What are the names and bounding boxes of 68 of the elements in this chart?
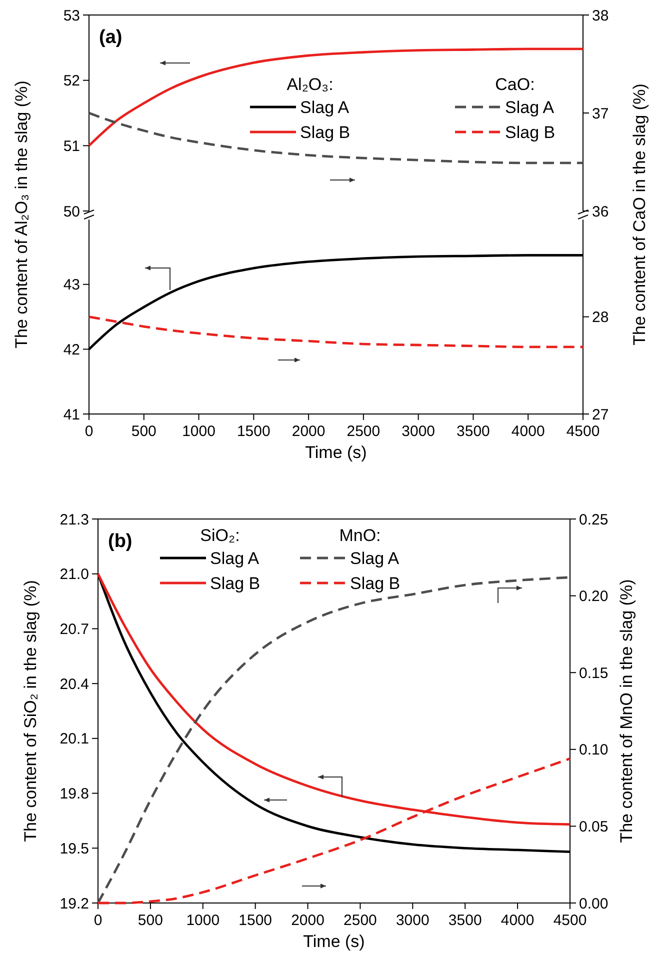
y-tick-label: 20.4 (60, 676, 89, 693)
y2-tick-label: 27 (592, 406, 609, 424)
y-tick-label: 52 (63, 72, 80, 90)
x-tick-label: 3500 (448, 912, 482, 929)
y-tick-label: 21.3 (60, 511, 89, 528)
legend-label: Slag A (505, 98, 555, 117)
x-tick-label: 0 (94, 912, 102, 929)
x-tick-label: 1500 (238, 912, 272, 929)
x-tick-label: 3500 (456, 423, 490, 440)
x-tick-label: 1000 (182, 423, 216, 440)
x-tick-label: 2500 (346, 423, 380, 440)
y2-axis-title: The content of MnO in the slag (%) (617, 579, 636, 843)
y2-tick-label: 0.05 (579, 818, 608, 836)
x-axis-title: Time (s) (305, 443, 367, 462)
y-tick-label: 19.8 (60, 786, 89, 803)
line-series (88, 316, 584, 348)
y-tick-label: 53 (63, 7, 80, 24)
x-tick-label: 2500 (344, 912, 377, 929)
y2-tick-label: 0.15 (579, 664, 608, 682)
y2-tick-label: 0.00 (579, 895, 608, 912)
y-tick-label: 42 (63, 341, 80, 358)
x-axis-title: Time (s) (303, 932, 365, 951)
y2-axis-title: The content of CaO in the slag (%) (630, 84, 649, 346)
y2-tick-label: 37 (592, 105, 609, 122)
y2-tick-label: 36 (592, 203, 609, 220)
legend-label: Slag B (505, 122, 556, 142)
legend-label: Slag A (350, 548, 400, 568)
y-tick-label: 51 (63, 138, 80, 155)
x-tick-label: 2000 (291, 912, 324, 929)
x-tick-label: 500 (138, 912, 163, 929)
x-tick-label: 4500 (553, 912, 587, 929)
x-tick-label: 1000 (186, 912, 220, 929)
annotation: MnO: (339, 526, 381, 545)
y-tick-label: 41 (63, 406, 80, 424)
x-tick-label: 1500 (236, 423, 270, 440)
x-tick-label: 3000 (396, 912, 430, 929)
annotation: SiO₂: (200, 526, 240, 545)
legend-label: Slag A (210, 548, 260, 568)
annotation: Al₂O₃: (286, 75, 334, 94)
y-axis-title: The content of Al₂O₃ in the slag (%) (12, 80, 31, 348)
x-tick-label: 3000 (402, 423, 436, 440)
y-axis-title: The content of SiO₂ in the slag (%) (21, 580, 40, 842)
y-tick-label: 19.5 (60, 840, 89, 858)
y2-tick-label: 0.10 (579, 742, 608, 759)
y-tick-label: 50 (63, 203, 80, 220)
line-series (88, 48, 584, 147)
y2-tick-label: 0.25 (579, 511, 608, 528)
legend-label: Slag B (350, 574, 400, 593)
x-tick-label: 0 (84, 423, 94, 440)
y2-tick-label: 0.20 (579, 588, 608, 606)
legend-label: Slag B (210, 574, 260, 593)
x-tick-label: 4000 (500, 912, 534, 929)
y-tick-label: 21.0 (60, 566, 89, 584)
y2-tick-label: 28 (592, 309, 609, 326)
y-tick-label: 19.2 (60, 895, 89, 912)
x-tick-label: 4000 (511, 423, 545, 440)
annotation: CaO: (495, 75, 535, 94)
y-tick-label: 20.1 (60, 730, 89, 748)
x-tick-label: 2000 (292, 423, 326, 440)
x-tick-label: 4500 (566, 423, 600, 440)
annotation: (a) (99, 27, 122, 48)
x-tick-label: 500 (131, 423, 156, 440)
annotation: (b) (108, 531, 132, 552)
y-tick-label: 43 (63, 276, 80, 294)
legend-label: Slag B (300, 122, 350, 142)
legend-label: Slag A (300, 98, 350, 117)
y-tick-label: 20.7 (60, 620, 89, 638)
y2-tick-label: 38 (592, 7, 609, 24)
